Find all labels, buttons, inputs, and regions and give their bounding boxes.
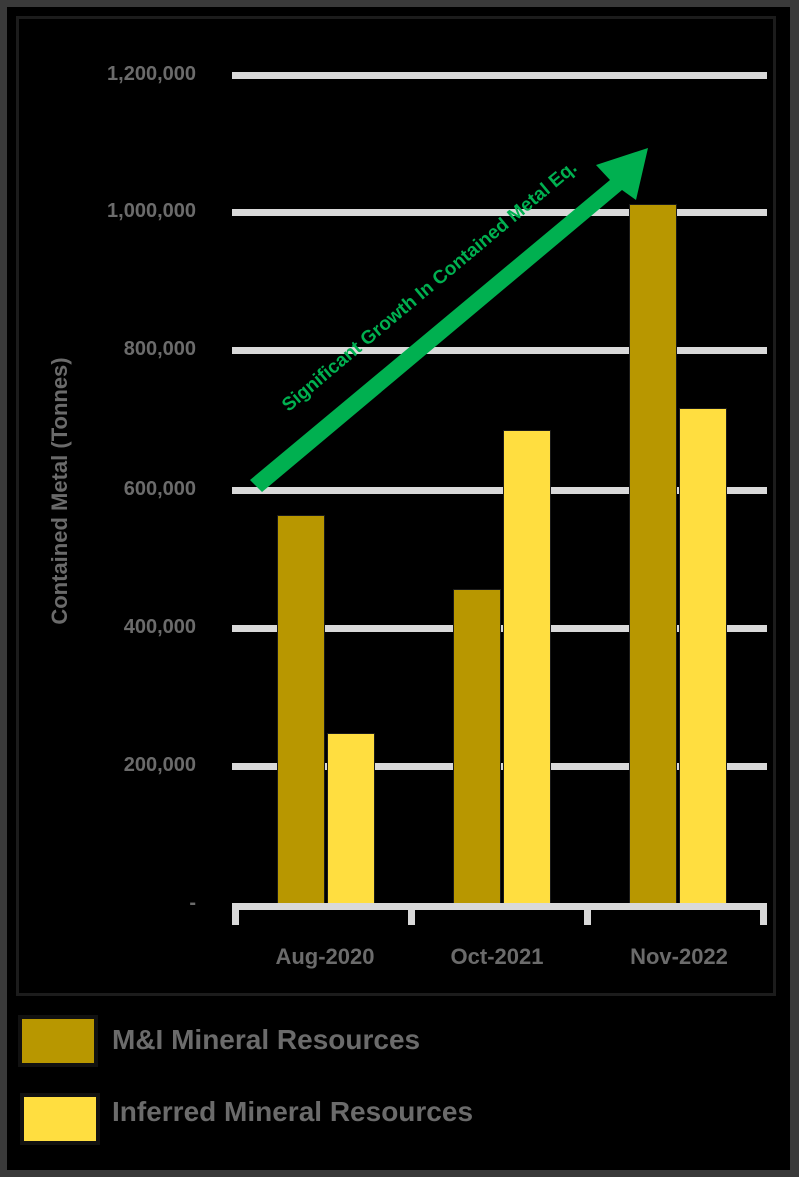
y-tick-label: 600,000 — [123, 478, 196, 500]
x-axis-tick — [408, 903, 415, 925]
y-tick-label: 400,000 — [123, 616, 196, 638]
bar-inferred-nov-2022 — [679, 408, 727, 906]
y-tick-label: 1,000,000 — [107, 200, 196, 222]
x-axis-tick — [584, 903, 591, 925]
bar-mi-aug-2020 — [277, 515, 325, 906]
x-axis-tick — [760, 903, 767, 925]
y-tick-label: - — [189, 892, 196, 914]
x-axis-label: Aug-2020 — [275, 944, 375, 969]
bar-mi-nov-2022 — [629, 204, 677, 906]
gridline-800000 — [232, 347, 767, 354]
legend-swatch-mi — [18, 1015, 98, 1067]
bar-inferred-aug-2020 — [327, 733, 375, 906]
gridline-1200000 — [232, 72, 767, 79]
legend-label-inferred: Inferred Mineral Resources — [112, 1096, 474, 1127]
y-tick-label: 1,200,000 — [107, 63, 196, 85]
x-axis-line — [232, 903, 767, 910]
y-tick-label: 800,000 — [123, 338, 196, 360]
bar-mi-oct-2021 — [453, 589, 501, 906]
y-axis-title: Contained Metal (Tonnes) — [47, 357, 72, 625]
x-axis-tick — [232, 903, 239, 925]
legend-swatch-inferred — [20, 1093, 100, 1145]
x-axis-label: Nov-2022 — [630, 944, 728, 969]
x-axis-label: Oct-2021 — [450, 944, 544, 969]
y-tick-label: 200,000 — [123, 754, 196, 776]
legend-label-mi: M&I Mineral Resources — [112, 1024, 421, 1055]
bar-inferred-oct-2021 — [503, 430, 551, 906]
